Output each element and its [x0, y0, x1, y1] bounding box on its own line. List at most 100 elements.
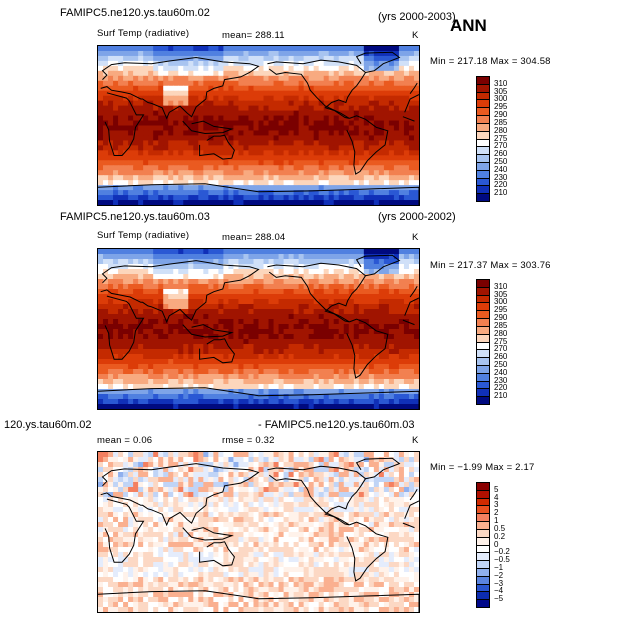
map-cell [358, 185, 365, 191]
map-cell [253, 160, 260, 166]
map-cell [278, 279, 285, 285]
map-cell [258, 100, 265, 107]
map-cell [383, 110, 390, 117]
map-cell [198, 319, 204, 325]
map-cell [383, 507, 390, 513]
map-cell [358, 457, 365, 463]
map-cell [353, 369, 360, 375]
map-cell [223, 115, 230, 122]
map-cell [398, 46, 405, 52]
map-cell [193, 507, 199, 513]
map-cell [113, 180, 119, 186]
map-cell [393, 90, 400, 97]
map-cell [138, 399, 144, 405]
map-cell [203, 140, 209, 146]
map-cell [273, 95, 280, 102]
map-cell [118, 487, 124, 493]
map-cell [348, 55, 355, 62]
map-cell [283, 85, 290, 92]
map-cell [323, 115, 330, 122]
map-cell [158, 497, 164, 503]
map-cell [178, 314, 184, 320]
map-cell [368, 404, 375, 409]
map-cell [253, 115, 260, 122]
map-cell [123, 90, 129, 97]
map-cell [273, 100, 280, 107]
map-cell [373, 399, 380, 405]
map-cell [108, 160, 114, 166]
map-cell [333, 145, 340, 151]
map-cell [268, 359, 275, 365]
map-cell [373, 249, 380, 255]
map-cell [348, 274, 355, 280]
map-cell [333, 65, 340, 72]
map-cell [243, 394, 250, 400]
map-cell [368, 314, 375, 320]
map-cell [363, 394, 370, 400]
map-cell [303, 349, 310, 355]
map-cell [398, 105, 405, 112]
map-cell [398, 404, 405, 409]
map-cell [103, 467, 109, 473]
map-cell [318, 379, 325, 385]
map-cell [298, 384, 305, 390]
map-cell [108, 334, 114, 340]
map-cell [398, 457, 405, 463]
map-cell [283, 482, 290, 488]
map-cell [188, 299, 194, 305]
map-cell [128, 394, 134, 400]
map-cell [138, 492, 144, 498]
map-cell [283, 477, 290, 483]
map-cell [148, 150, 154, 156]
map-cell [313, 95, 320, 102]
map-cell [378, 150, 385, 156]
map-cell [263, 259, 270, 265]
map-cell [358, 105, 365, 112]
map-cell [278, 264, 285, 270]
map-cell [168, 55, 174, 62]
map-cell [388, 512, 395, 518]
map-cell [388, 487, 395, 493]
map-cell [293, 512, 300, 518]
map-cell [98, 404, 104, 409]
map-cell [138, 304, 144, 310]
map-cell [313, 309, 320, 315]
map-cell [163, 299, 169, 305]
map-cell [143, 294, 149, 300]
map-cell [213, 374, 219, 380]
map-cell [183, 50, 189, 57]
map-cell [248, 404, 255, 409]
map-cell [368, 125, 375, 132]
map-cell [333, 472, 340, 478]
map-cell [143, 364, 149, 370]
map-cell [303, 259, 310, 265]
map-cell [368, 384, 375, 390]
map-cell [368, 145, 375, 151]
map-cell [323, 314, 330, 320]
map-cell [233, 85, 240, 92]
map-cell [283, 269, 290, 275]
map-cell [313, 125, 320, 132]
map-cell [253, 185, 260, 191]
map-cell [308, 274, 315, 280]
map-cell [188, 259, 194, 265]
map-cell [298, 482, 305, 488]
map-cell [308, 319, 315, 325]
map-cell [113, 46, 119, 52]
map-cell [318, 389, 325, 395]
map-cell [98, 254, 104, 260]
map-cell [158, 55, 164, 62]
panel1-mean: mean= 288.11 [222, 30, 285, 41]
map-cell [148, 349, 154, 355]
map-cell [218, 95, 224, 102]
map-cell [128, 284, 134, 290]
map-cell [143, 175, 149, 181]
map-cell [133, 50, 139, 57]
map-cell [318, 329, 325, 335]
map-cell [143, 284, 149, 290]
map-cell [333, 90, 340, 97]
map-cell [208, 457, 214, 463]
map-cell [328, 389, 335, 395]
map-cell [128, 95, 134, 102]
map-cell [153, 165, 159, 171]
